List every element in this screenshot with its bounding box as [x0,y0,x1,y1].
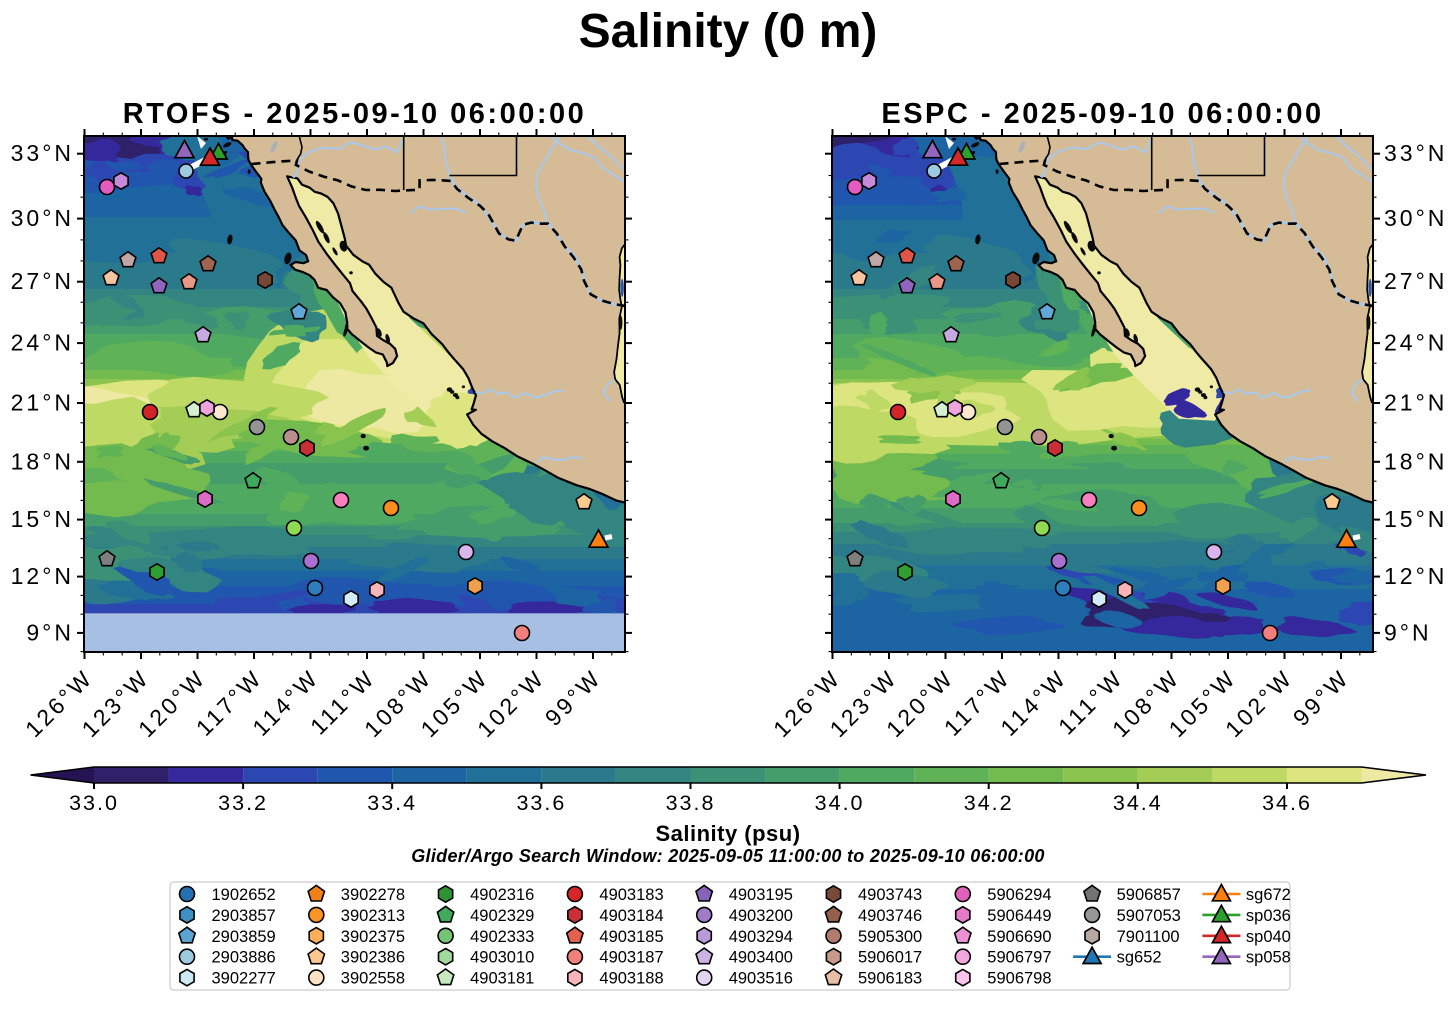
svg-text:2903859: 2903859 [212,928,276,946]
svg-text:5906798: 5906798 [987,970,1051,988]
svg-text:34.4: 34.4 [1113,791,1163,815]
svg-text:4903200: 4903200 [729,907,793,925]
svg-text:24°N: 24°N [11,330,74,356]
svg-text:sp058: sp058 [1246,949,1291,967]
svg-text:3902278: 3902278 [341,886,405,904]
svg-text:33.0: 33.0 [69,791,119,815]
svg-text:34.6: 34.6 [1262,791,1312,815]
svg-text:Glider/Argo Search Window: 202: Glider/Argo Search Window: 2025-09-05 11… [411,846,1044,866]
svg-text:21°N: 21°N [1384,390,1447,416]
svg-text:4903400: 4903400 [729,949,793,967]
svg-text:5906294: 5906294 [987,886,1051,904]
svg-text:33°N: 33°N [11,140,74,166]
svg-text:sg652: sg652 [1117,949,1162,967]
svg-text:Salinity (0 m): Salinity (0 m) [579,5,878,58]
svg-text:9°N: 9°N [1384,619,1432,645]
svg-text:33.2: 33.2 [218,791,268,815]
svg-text:4903746: 4903746 [858,907,922,925]
svg-text:Salinity (psu): Salinity (psu) [655,821,800,846]
svg-text:3902386: 3902386 [341,949,405,967]
svg-text:4903743: 4903743 [858,886,922,904]
svg-text:5906449: 5906449 [987,907,1051,925]
svg-text:sp040: sp040 [1246,928,1291,946]
svg-text:1902652: 1902652 [212,886,276,904]
svg-text:4903516: 4903516 [729,970,793,988]
svg-text:3902375: 3902375 [341,928,405,946]
svg-text:33.8: 33.8 [666,791,716,815]
svg-text:RTOFS - 2025-09-10 06:00:00: RTOFS - 2025-09-10 06:00:00 [123,98,587,130]
svg-text:33.4: 33.4 [367,791,417,815]
svg-text:4902333: 4902333 [470,928,534,946]
svg-text:7901100: 7901100 [1117,928,1180,946]
svg-text:27°N: 27°N [11,268,74,294]
svg-text:5906183: 5906183 [858,970,922,988]
svg-text:ESPC - 2025-09-10 06:00:00: ESPC - 2025-09-10 06:00:00 [881,98,1323,130]
svg-text:30°N: 30°N [1384,205,1447,231]
svg-text:33.6: 33.6 [516,791,566,815]
svg-text:15°N: 15°N [1384,506,1447,532]
svg-text:sg672: sg672 [1246,886,1291,904]
svg-text:5907053: 5907053 [1117,907,1181,925]
svg-text:4903185: 4903185 [599,928,663,946]
svg-text:3902558: 3902558 [341,970,405,988]
svg-text:4903188: 4903188 [599,970,663,988]
svg-text:4903195: 4903195 [729,886,793,904]
svg-text:2903857: 2903857 [212,907,276,925]
svg-text:2903886: 2903886 [212,949,276,967]
svg-text:9°N: 9°N [26,619,74,645]
svg-text:4903184: 4903184 [599,907,663,925]
svg-text:4902329: 4902329 [470,907,534,925]
svg-text:4903187: 4903187 [599,949,663,967]
svg-text:12°N: 12°N [11,563,74,589]
svg-text:34.0: 34.0 [815,791,865,815]
svg-text:15°N: 15°N [11,506,74,532]
svg-text:4902316: 4902316 [470,886,534,904]
svg-text:30°N: 30°N [11,205,74,231]
svg-text:21°N: 21°N [11,390,74,416]
svg-text:27°N: 27°N [1384,268,1447,294]
svg-text:5906797: 5906797 [987,949,1051,967]
svg-text:18°N: 18°N [11,448,74,474]
svg-text:5905300: 5905300 [858,928,922,946]
svg-text:34.2: 34.2 [964,791,1014,815]
svg-text:sp036: sp036 [1246,907,1291,925]
svg-text:5906017: 5906017 [858,949,922,967]
svg-text:5906857: 5906857 [1117,886,1181,904]
svg-text:33°N: 33°N [1384,140,1447,166]
svg-text:5906690: 5906690 [987,928,1051,946]
svg-text:18°N: 18°N [1384,448,1447,474]
svg-text:24°N: 24°N [1384,330,1447,356]
svg-text:4903183: 4903183 [599,886,663,904]
svg-text:4903181: 4903181 [470,970,534,988]
svg-text:12°N: 12°N [1384,563,1447,589]
svg-text:4903010: 4903010 [470,949,534,967]
svg-text:4903294: 4903294 [729,928,793,946]
svg-text:3902277: 3902277 [212,970,276,988]
svg-text:3902313: 3902313 [341,907,405,925]
